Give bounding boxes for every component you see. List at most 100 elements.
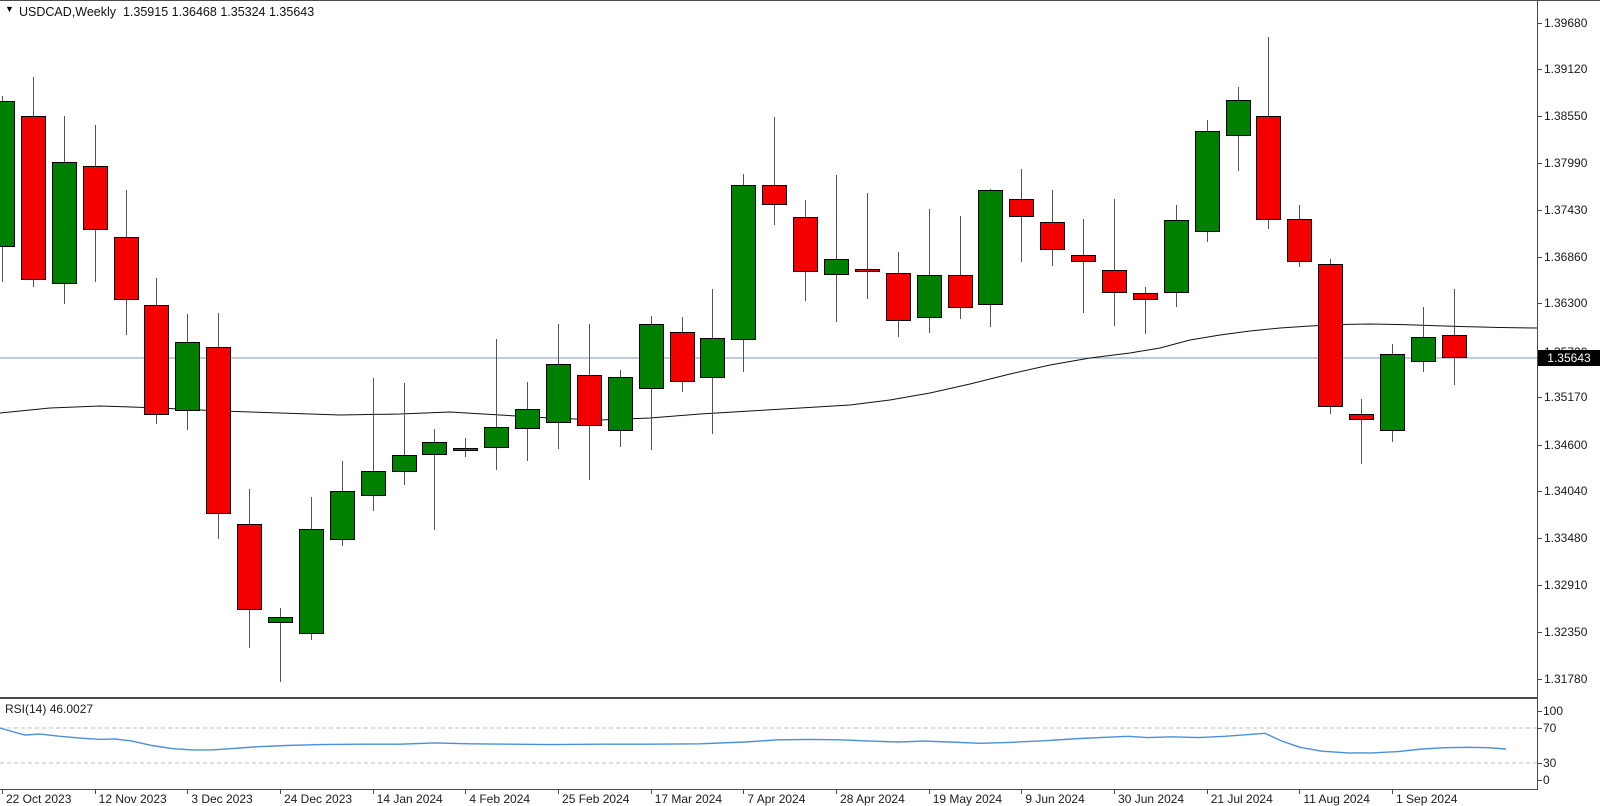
date-tick-mark — [465, 789, 467, 794]
price-tick-label: 1.37430 — [1544, 202, 1588, 217]
price-axis-line — [1537, 1, 1538, 790]
date-tick-label: 14 Jan 2024 — [376, 792, 443, 806]
date-tick-mark — [650, 789, 652, 794]
candlestick-down — [1287, 218, 1313, 262]
current-price-badge: 1.35643 — [1538, 350, 1600, 366]
date-tick-label: 30 Jun 2024 — [1118, 792, 1185, 806]
date-tick-mark — [187, 789, 189, 794]
candlestick-down — [1040, 221, 1066, 251]
candlestick-up — [298, 529, 324, 635]
price-tick-label: 1.35170 — [1544, 390, 1588, 405]
candlestick-down — [854, 268, 880, 272]
rsi-indicator-name: RSI(14) — [5, 702, 47, 716]
candle-wick — [959, 216, 961, 320]
price-tick-mark — [1537, 679, 1542, 680]
time-axis-line — [0, 789, 1538, 790]
date-tick-label: 12 Nov 2023 — [98, 792, 167, 806]
candlestick-up — [1410, 337, 1436, 363]
price-tick-mark — [1537, 303, 1542, 305]
candlestick-down — [762, 184, 788, 205]
candlestick-down — [1102, 270, 1128, 294]
rsi-tick-mark — [1537, 763, 1542, 764]
date-tick-mark — [1392, 789, 1394, 794]
date-tick-mark — [2, 789, 3, 794]
candle-wick — [866, 192, 868, 300]
date-tick-mark — [94, 789, 96, 794]
price-tick-mark — [1537, 585, 1542, 587]
price-tick-mark — [1537, 162, 1542, 164]
candlestick-up — [515, 408, 541, 429]
price-tick-label: 1.37990 — [1544, 155, 1588, 170]
candlestick-up — [731, 184, 757, 340]
rsi-indicator-pane[interactable] — [0, 699, 1538, 789]
price-tick-mark — [1537, 22, 1542, 24]
price-tick-label: 1.39680 — [1544, 15, 1588, 30]
candlestick-up — [422, 442, 448, 456]
price-tick-mark — [1537, 209, 1542, 211]
rsi-label: RSI(14) 46.0027 — [5, 702, 93, 716]
price-tick-mark — [1537, 537, 1542, 539]
candlestick-up — [978, 190, 1004, 306]
candlestick-down — [1256, 115, 1282, 221]
symbol-dropdown-icon[interactable]: ▼ — [5, 4, 14, 14]
date-tick-mark — [372, 789, 374, 794]
price-tick-label: 1.36300 — [1544, 296, 1588, 311]
chart-title: USDCAD,Weekly 1.35915 1.36468 1.35324 1.… — [19, 5, 314, 19]
rsi-scale-label: 70 — [1543, 721, 1557, 735]
candle-wick — [1144, 286, 1146, 335]
date-tick-mark — [1114, 789, 1116, 794]
candlestick-up — [1225, 99, 1251, 137]
rsi-tick-mark — [1537, 780, 1542, 781]
candlestick-up — [484, 427, 510, 448]
candle-wick — [403, 383, 405, 485]
candlestick-up — [1163, 220, 1189, 294]
candle-wick — [1361, 398, 1363, 464]
price-tick-label: 1.34040 — [1544, 484, 1588, 499]
date-tick-label: 1 Sep 2024 — [1396, 792, 1458, 806]
candlestick-down — [885, 273, 911, 321]
candlestick-down — [20, 116, 46, 281]
candlestick-up — [916, 275, 942, 319]
candle-wick — [774, 117, 776, 226]
candlestick-down — [144, 305, 170, 415]
chart-symbol-period: USDCAD,Weekly — [19, 5, 117, 19]
date-tick-label: 24 Dec 2023 — [284, 792, 353, 806]
date-tick-label: 21 Jul 2024 — [1210, 792, 1273, 806]
rsi-plot — [0, 727, 1537, 764]
date-tick-mark — [928, 789, 930, 794]
price-tick-mark — [1537, 491, 1542, 493]
rsi-line — [0, 727, 1507, 754]
candle-wick — [434, 428, 436, 531]
price-tick-mark — [1537, 256, 1542, 258]
date-tick-label: 11 Aug 2024 — [1303, 792, 1370, 806]
rsi-tick-mark — [1537, 728, 1542, 729]
candlestick-up — [0, 100, 15, 247]
candlestick-down — [82, 166, 108, 231]
candlestick-down — [947, 275, 973, 308]
rsi-scale-label: 100 — [1543, 704, 1564, 718]
candle-wick — [496, 339, 498, 471]
rsi-indicator-value: 46.0027 — [49, 702, 94, 716]
candlestick-up — [638, 324, 664, 389]
candlestick-up — [391, 454, 417, 473]
candlestick-down — [1132, 293, 1158, 301]
rsi-tick-mark — [1537, 711, 1542, 712]
date-tick-mark — [558, 789, 560, 794]
date-tick-label: 4 Feb 2024 — [469, 792, 531, 806]
candlestick-down — [113, 236, 139, 301]
price-tick-label: 1.38550 — [1544, 109, 1588, 124]
price-tick-mark — [1537, 444, 1542, 446]
rsi-scale-label: 0 — [1543, 773, 1550, 787]
pane-separator[interactable] — [0, 697, 1538, 699]
ohlc-open: 1.35915 — [122, 5, 169, 19]
price-tick-mark — [1537, 397, 1542, 399]
price-chart-pane[interactable] — [0, 1, 1538, 698]
candle-wick — [280, 608, 281, 682]
candlestick-up — [546, 364, 572, 424]
price-tick-label: 1.33480 — [1544, 530, 1588, 545]
candlestick-up — [268, 616, 293, 624]
candle-wick — [836, 174, 838, 322]
date-tick-label: 17 Mar 2024 — [654, 792, 723, 806]
date-tick-mark — [743, 789, 745, 794]
date-tick-label: 9 Jun 2024 — [1025, 792, 1085, 806]
